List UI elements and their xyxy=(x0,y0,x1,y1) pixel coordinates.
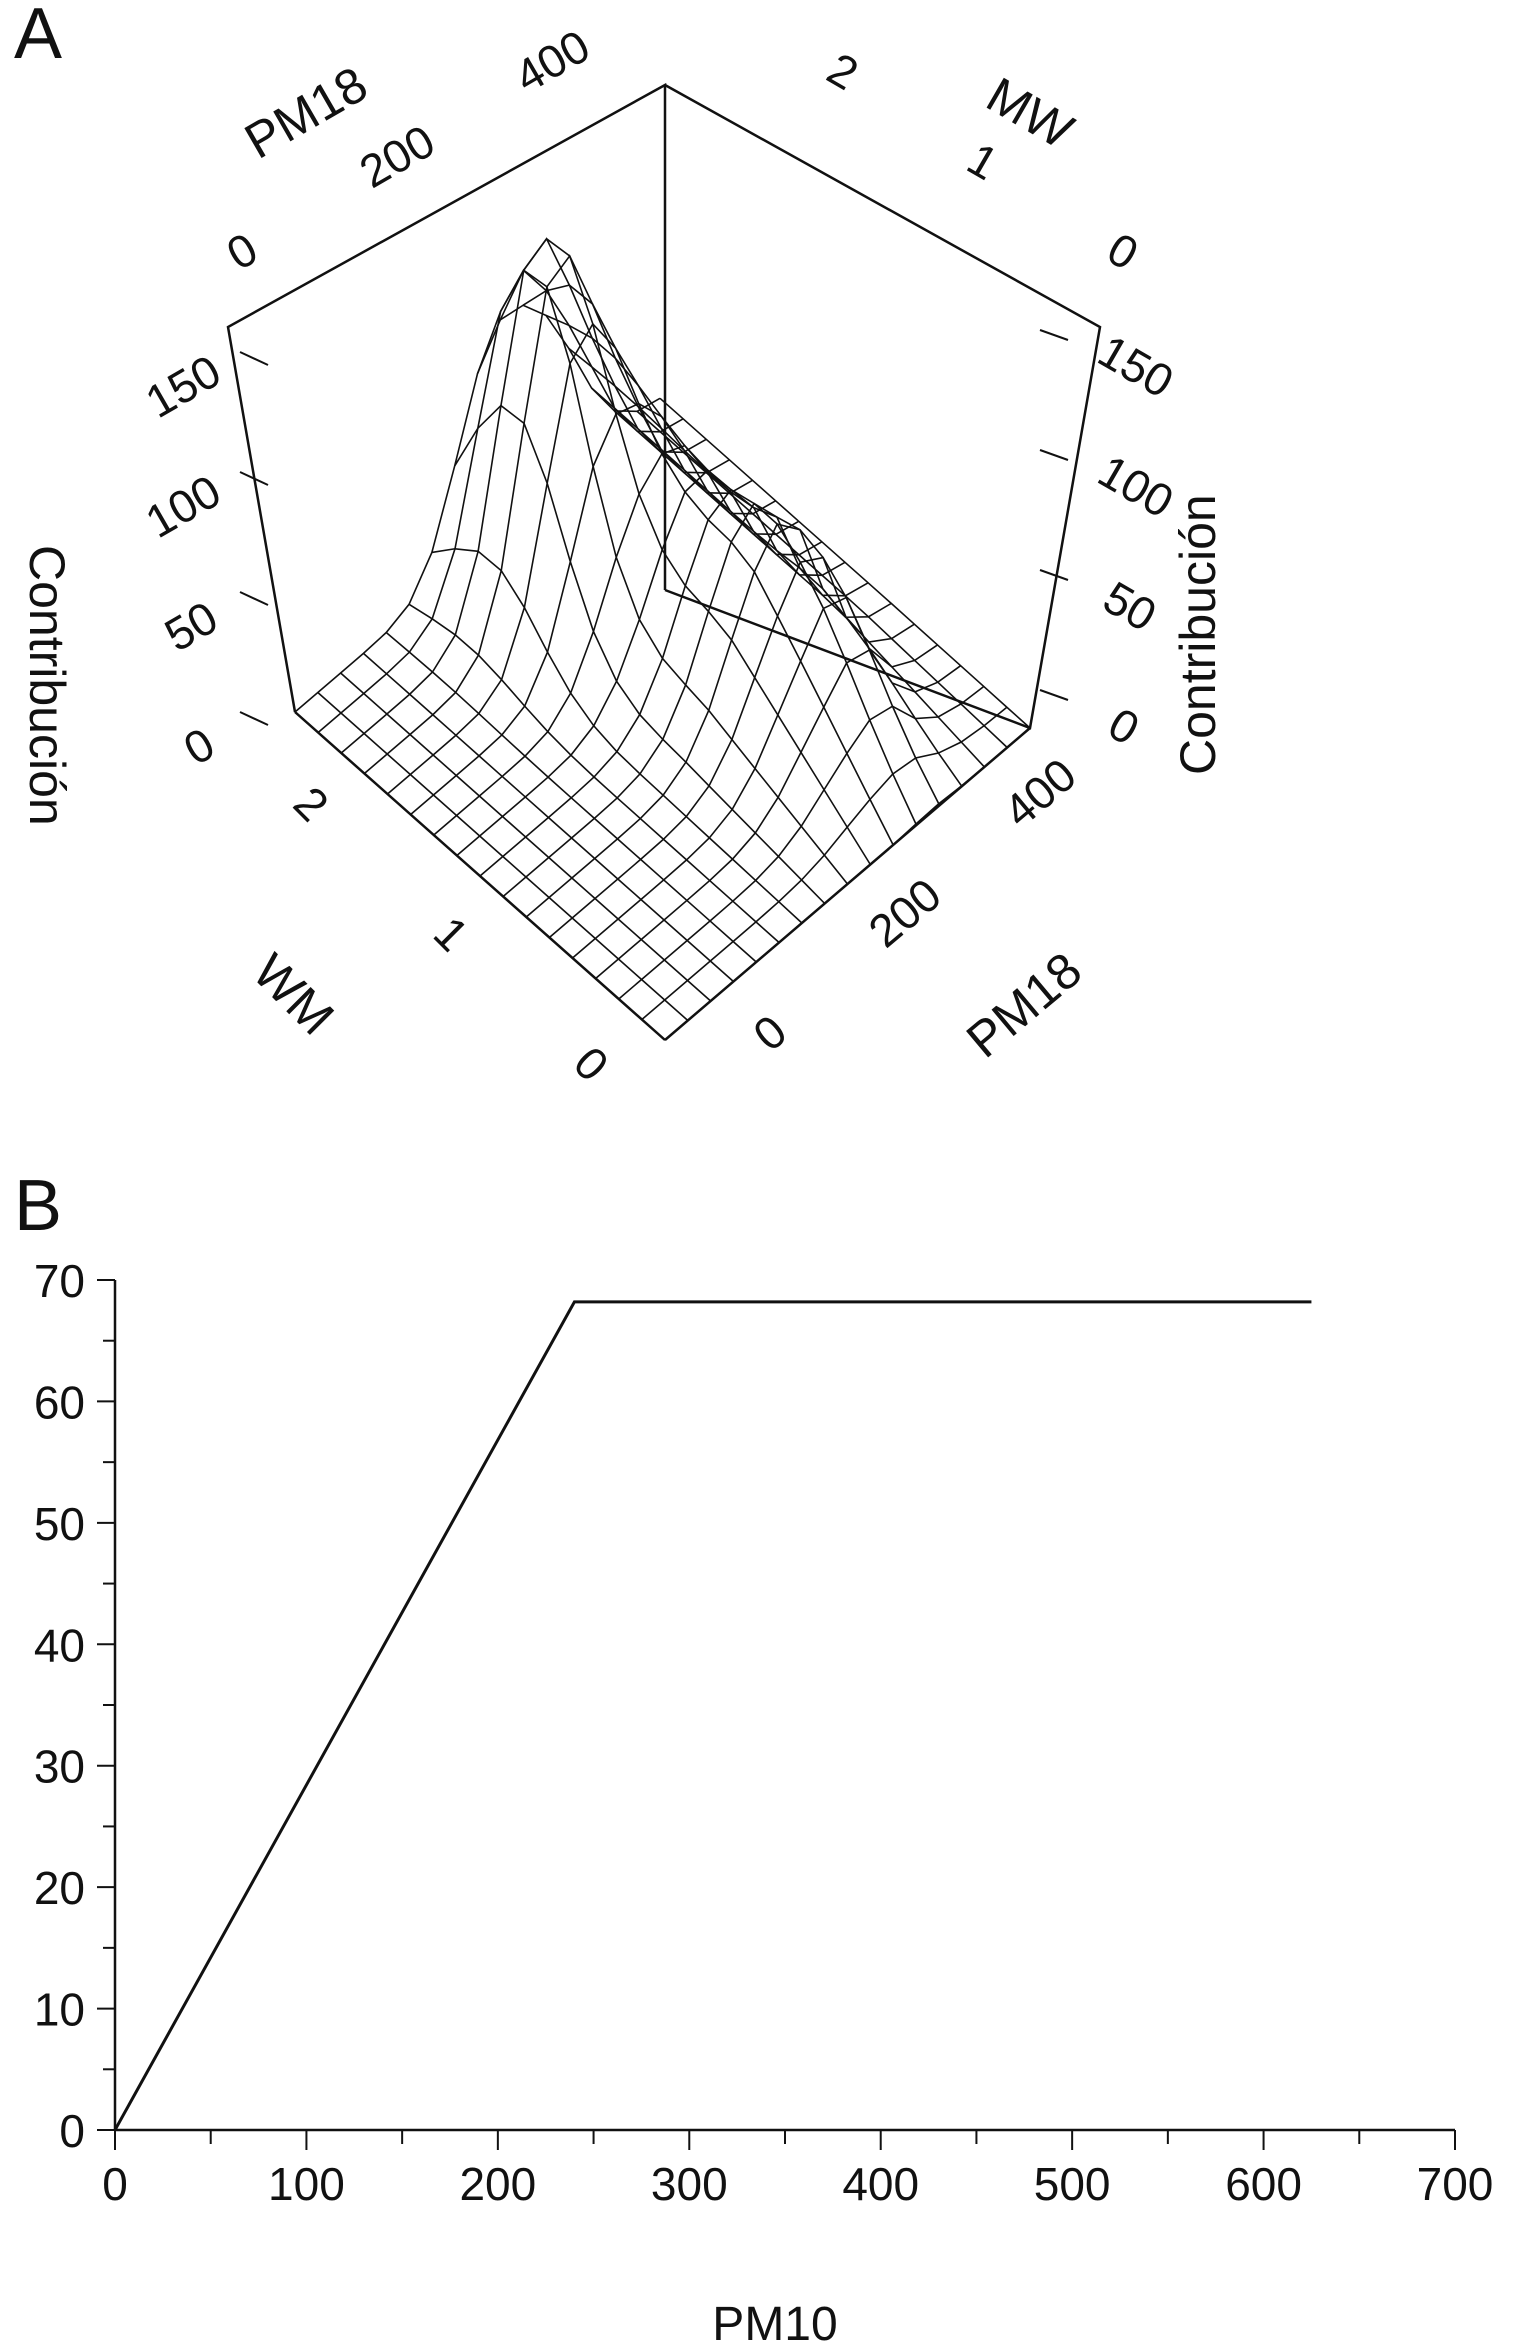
surface-line-wm xyxy=(571,596,938,959)
pm18-tick-label-bottom: 200 xyxy=(859,868,951,957)
surface-line-wm xyxy=(525,523,892,918)
axis-label-contribucion-left: Contribución xyxy=(19,545,75,826)
pm18-tick-label-top: 400 xyxy=(506,19,598,102)
surface-line-pm18 xyxy=(522,284,894,846)
z-tick-label-right: 50 xyxy=(1095,571,1165,642)
x-tick-label: 700 xyxy=(1417,2158,1494,2210)
z-tick xyxy=(1039,329,1069,341)
surface-box-frame xyxy=(226,82,1102,1041)
z-tick xyxy=(1039,689,1069,701)
x-tick-label: 600 xyxy=(1225,2158,1302,2210)
x-tick-label: 0 xyxy=(102,2158,128,2210)
pm18-tick-label-top: 0 xyxy=(218,222,266,280)
surface-line-pm18 xyxy=(591,387,963,787)
z-tick xyxy=(1039,569,1069,581)
x-tick-label: 500 xyxy=(1034,2158,1111,2210)
pm18-tick-label-bottom: 0 xyxy=(743,1005,796,1061)
z-tick xyxy=(239,591,269,606)
z-tick-label-left: 0 xyxy=(175,717,223,775)
y-tick-label: 10 xyxy=(34,1984,85,2036)
y-tick-label: 20 xyxy=(34,1862,85,1914)
wm-tick-label-bottom: 1 xyxy=(424,906,479,961)
line-chart-axes xyxy=(113,1280,1455,2132)
surface-line-wm xyxy=(502,502,869,898)
wm-tick-label-bottom: 2 xyxy=(284,776,339,831)
surface-line-wm xyxy=(317,269,684,734)
y-tick-label: 60 xyxy=(34,1376,85,1428)
surface-line-wm xyxy=(456,469,823,857)
surface-line-wm xyxy=(618,685,985,1000)
axis-label-pm18-bottom: PM18 xyxy=(956,942,1092,1069)
surface-line-pm18 xyxy=(613,410,985,768)
y-tick-label: 40 xyxy=(34,1619,85,1671)
x-tick-label: 100 xyxy=(268,2158,345,2210)
pm18-tick-label-top: 200 xyxy=(351,114,443,197)
surface-line-wm xyxy=(340,237,707,754)
y-tick-label: 50 xyxy=(34,1498,85,1550)
x-tick-label: 200 xyxy=(459,2158,536,2210)
panel-b-label: B xyxy=(14,1166,62,1246)
pm18-tick-label-bottom: 400 xyxy=(994,748,1086,837)
series-line xyxy=(113,1300,1312,2131)
z-tick-label-left: 150 xyxy=(137,344,229,427)
x-tick-label: 300 xyxy=(651,2158,728,2210)
z-tick-label-left: 50 xyxy=(156,591,226,662)
wm-tick-label-top: 0 xyxy=(1099,222,1147,280)
wm-tick-label-top: 2 xyxy=(819,42,867,100)
box-back-right-wall xyxy=(664,83,1102,730)
wm-tick-label-bottom: 0 xyxy=(564,1036,619,1091)
surface-line-wm xyxy=(363,254,730,775)
surface-line-wm xyxy=(548,556,915,939)
z-tick xyxy=(239,471,269,486)
z-tick xyxy=(1039,449,1069,461)
surface-line-pm18 xyxy=(476,269,849,885)
axis-label-contribucion-right: Contribución xyxy=(1170,494,1226,775)
surface-line-wm xyxy=(386,322,753,795)
z-tick xyxy=(239,711,269,726)
z-tick-label-right: 150 xyxy=(1090,324,1182,407)
y-tick-label: 0 xyxy=(59,2105,85,2157)
surface-line-wm xyxy=(410,402,777,816)
surface-line-pm18 xyxy=(431,547,803,924)
surface-mesh xyxy=(294,237,1031,1041)
line-chart-series xyxy=(113,1300,1312,2131)
surface-line-wm xyxy=(641,706,1008,1021)
surface-line-wm xyxy=(664,727,1031,1041)
y-tick-label: 30 xyxy=(34,1741,85,1793)
x-tick-label: 400 xyxy=(842,2158,919,2210)
panel-a-label: A xyxy=(14,0,62,74)
surface-line-wm xyxy=(294,304,661,713)
y-tick-label: 70 xyxy=(34,1255,85,1307)
z-tick-label-right: 0 xyxy=(1100,697,1148,755)
surface-line-wm xyxy=(433,444,800,836)
surface-line-wm xyxy=(479,488,846,877)
surface-line-pm18 xyxy=(545,314,917,825)
x-axis-title: PM10 xyxy=(712,2298,837,2351)
z-tick-label-left: 100 xyxy=(137,464,229,547)
surface-line-pm18 xyxy=(408,603,780,944)
z-tick-label-right: 100 xyxy=(1090,444,1182,527)
surface-line-wm xyxy=(595,649,962,980)
wm-tick-label-top: 1 xyxy=(959,132,1007,190)
axis-label-wm-bottom: WM xyxy=(242,943,344,1045)
z-tick xyxy=(239,351,269,366)
box-back-left-wall xyxy=(226,82,667,713)
